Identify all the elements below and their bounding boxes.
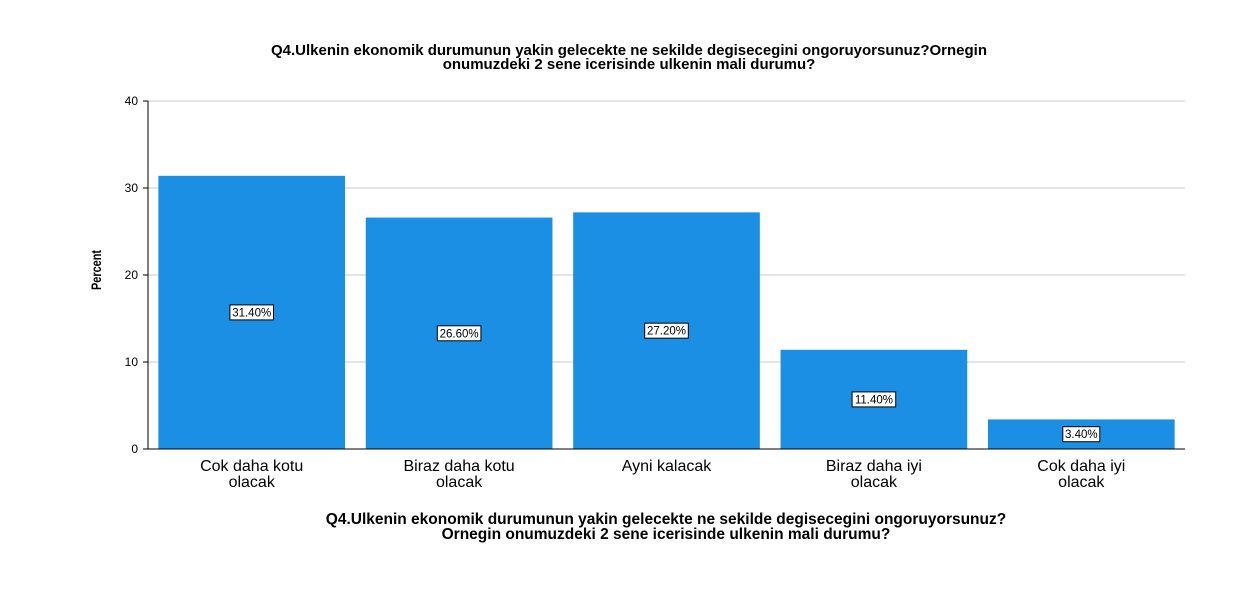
y-tick-label: 40 (125, 94, 139, 108)
x-tick-label: olacak (851, 474, 898, 491)
x-axis-title-line: Q4.Ulkenin ekonomik durumunun yakin gele… (326, 511, 1006, 528)
data-label: 31.40% (232, 307, 271, 319)
data-label-box (644, 322, 689, 339)
chart-title-line: Q4.Ulkenin ekonomik durumunun yakin gele… (271, 42, 987, 59)
data-label: 27.20% (647, 326, 686, 338)
x-axis-title-line: Ornegin onumuzdeki 2 sene icerisinde ulk… (442, 526, 891, 543)
y-tick-labels: 0 10 20 30 40 (125, 94, 139, 456)
data-labels: 31.40% 26.60% 27.20% 11.40% 3.40% (229, 304, 1101, 443)
data-label-box (229, 304, 274, 321)
y-tick-label: 20 (125, 268, 139, 282)
y-tick-label: 0 (131, 442, 138, 456)
y-tick-label: 30 (125, 181, 139, 195)
x-tick-label: Ayni kalacak (622, 458, 713, 475)
x-tick-label: Biraz daha kotu (404, 458, 515, 475)
x-tick-label: olacak (436, 474, 483, 491)
data-label: 3.40% (1065, 429, 1098, 441)
x-tick-label: Cok daha kotu (200, 458, 303, 475)
x-tick-label: Cok daha iyi (1037, 458, 1125, 475)
x-tick-label: Biraz daha iyi (826, 458, 922, 475)
y-tick-label: 10 (125, 355, 139, 369)
data-label-box (1062, 426, 1101, 443)
data-label-box (851, 391, 897, 408)
chart-title-line: onumuzdeki 2 sene icerisinde ulkenin mal… (443, 56, 816, 73)
bars (158, 175, 1175, 449)
data-label: 26.60% (440, 328, 479, 340)
axes (143, 100, 1185, 450)
data-label: 11.40% (855, 394, 893, 406)
x-tick-label: olacak (1058, 474, 1105, 491)
chart-title: Q4.Ulkenin ekonomik durumunun yakin gele… (271, 42, 987, 73)
x-axis-title: Q4.Ulkenin ekonomik durumunun yakin gele… (326, 511, 1006, 543)
data-label-box (436, 325, 482, 342)
x-tick-label: olacak (229, 474, 276, 491)
y-axis-label: Percent (89, 249, 105, 290)
